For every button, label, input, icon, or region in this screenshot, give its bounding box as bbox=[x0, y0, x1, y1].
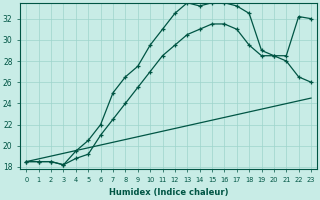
X-axis label: Humidex (Indice chaleur): Humidex (Indice chaleur) bbox=[109, 188, 228, 197]
